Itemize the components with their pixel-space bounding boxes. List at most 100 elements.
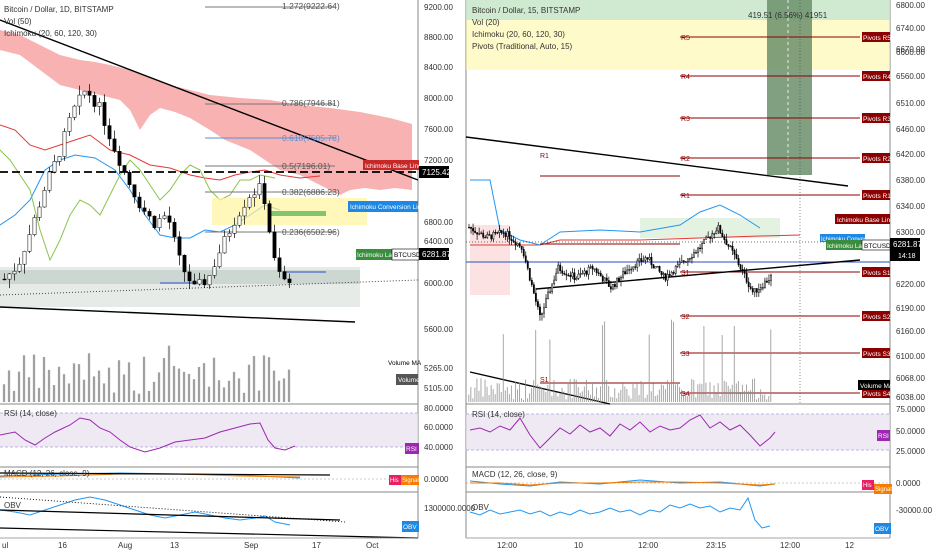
volume-bar — [642, 382, 644, 402]
candle — [555, 272, 558, 281]
candle — [492, 232, 495, 240]
candle — [693, 252, 695, 258]
obv-axis-label: -30000.0000 — [896, 506, 932, 515]
volume-bar — [521, 398, 522, 402]
pivot-tag: Pivots S1 — [863, 270, 891, 277]
pivot-level-label: S2 — [681, 314, 690, 321]
volume-bar — [127, 362, 131, 402]
candle — [565, 273, 568, 276]
pivot-level-label: S1 — [540, 377, 549, 384]
candle — [262, 183, 267, 204]
candle — [622, 271, 624, 278]
volume-bar — [62, 374, 66, 402]
volume-bar — [516, 389, 518, 402]
price-axis-label: 5105.00 — [424, 384, 453, 393]
fib-label: 0.236(6502.96) — [282, 227, 340, 237]
candle — [486, 234, 489, 238]
candle — [644, 257, 647, 261]
volume-bar — [474, 387, 476, 402]
price-axis-label: 6800.00 — [424, 218, 453, 227]
volume-bar — [589, 394, 591, 402]
candle — [541, 312, 543, 315]
volume-bar — [668, 382, 670, 402]
candle — [474, 230, 477, 233]
candle — [761, 287, 764, 289]
volume-bar — [693, 379, 695, 402]
volume-bar — [117, 360, 121, 402]
rsi-line — [0, 417, 296, 453]
candle — [579, 273, 582, 275]
volume-bar — [713, 385, 715, 402]
candle — [721, 232, 724, 238]
candle — [674, 265, 677, 274]
right-ichimoku-label: Ichimoku (20, 60, 120, 30) — [472, 30, 565, 39]
candle — [632, 266, 635, 270]
kijun-line — [0, 124, 321, 181]
volume-bar — [277, 380, 281, 402]
volume-bar — [671, 319, 672, 402]
candle — [634, 266, 637, 268]
candle — [87, 90, 92, 96]
candle — [152, 215, 157, 228]
price-axis-label: 6100.00 — [896, 352, 925, 361]
candle — [650, 257, 653, 266]
pivot-level-label: R1 — [681, 193, 690, 200]
volume-bar — [658, 389, 660, 402]
pivot-level-label: S4 — [681, 391, 690, 398]
candle — [490, 234, 493, 240]
volume-bar — [480, 378, 482, 402]
volume-bar — [192, 379, 196, 402]
fib-label: 1.272(9222.64) — [282, 1, 340, 11]
volume-bar — [482, 396, 484, 402]
volume-bar — [557, 396, 559, 402]
volume-bar — [695, 397, 697, 402]
volume-bar — [628, 395, 630, 402]
volume-bar — [760, 389, 762, 402]
candle — [727, 244, 730, 247]
volume-bar — [737, 381, 739, 402]
volume-bar — [701, 384, 703, 402]
lag-tag: Ichimoku Lag — [357, 252, 396, 259]
price-axis-label: 6420.00 — [896, 150, 925, 159]
candle — [585, 270, 588, 275]
volume-bar — [484, 379, 486, 402]
volume-bar — [709, 382, 711, 402]
volume-bar — [697, 384, 699, 402]
candle — [575, 278, 578, 280]
volume-bar — [673, 321, 674, 402]
candle — [668, 274, 671, 276]
price-axis-label: 6670.00 — [896, 45, 925, 54]
volume-bar — [679, 386, 681, 402]
volume-bar — [723, 380, 725, 402]
candle — [514, 241, 517, 246]
volume-bar — [632, 384, 634, 402]
candle — [222, 236, 227, 254]
volume-bar — [533, 380, 535, 402]
volume-bar — [232, 371, 236, 402]
macd-signal-tag: Signal — [402, 478, 419, 484]
candle — [247, 197, 252, 208]
candle — [715, 230, 718, 234]
volume-bar — [32, 354, 36, 402]
time-axis-label: Sep — [244, 541, 259, 550]
price-axis-label: 6380.00 — [896, 176, 925, 185]
conversion-line-tag: Ichimoku Conversion Line — [350, 204, 425, 211]
macd-his-tag: His — [390, 478, 399, 484]
volume-bar — [547, 385, 549, 402]
candle — [62, 131, 67, 157]
candle — [719, 225, 722, 234]
candle — [689, 258, 691, 260]
volume-bar — [7, 370, 11, 402]
candle — [112, 138, 117, 152]
volume-bar — [502, 334, 504, 402]
time-axis-label: 16 — [58, 541, 67, 550]
volume-bar — [735, 383, 737, 402]
volume-bar — [267, 357, 271, 402]
candle — [217, 252, 222, 267]
candle — [597, 272, 600, 274]
volume-bar — [137, 393, 141, 402]
volume-bar — [37, 387, 41, 402]
volume-bar — [662, 385, 664, 402]
candle — [691, 256, 693, 259]
candle — [601, 275, 604, 282]
